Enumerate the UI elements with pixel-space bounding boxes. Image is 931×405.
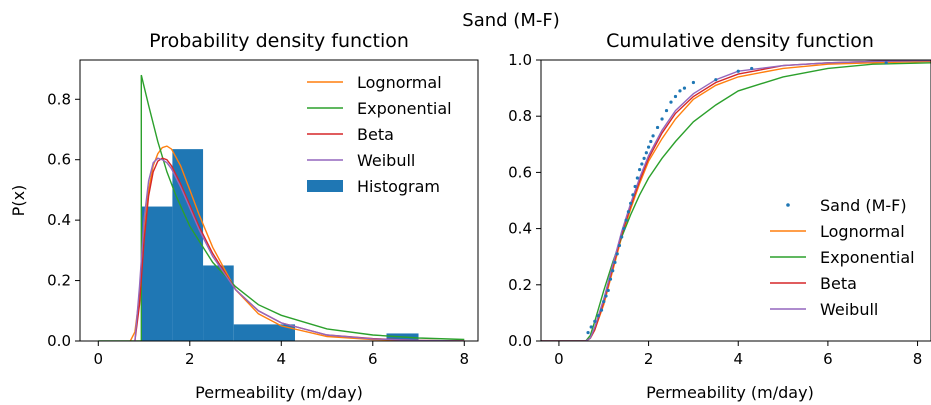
scatter-point — [633, 184, 637, 189]
scatter-point — [642, 156, 646, 160]
scatter-point — [615, 252, 619, 256]
scatter-point — [640, 162, 644, 166]
scatter-point — [750, 66, 754, 71]
scatter-point — [678, 89, 682, 93]
x-tick-label: 8 — [460, 350, 470, 368]
x-axis-label: Permeability (m/day) — [646, 383, 814, 402]
legend-label: Exponential — [820, 248, 915, 267]
figure-suptitle: Sand (M-F) — [462, 10, 559, 31]
scatter-point — [651, 134, 655, 138]
series-line-weibull — [541, 60, 931, 341]
legend-swatch — [786, 203, 790, 207]
scatter-point — [649, 139, 653, 144]
series-line-weibull — [134, 157, 465, 341]
scatter-point — [664, 108, 669, 113]
scatter-point — [691, 80, 696, 85]
y-tick-label: 0.8 — [47, 90, 71, 108]
legend-label: Histogram — [357, 177, 440, 196]
scatter-point — [596, 314, 600, 318]
y-axis-label: P(x) — [9, 185, 28, 217]
scatter-point — [884, 61, 888, 65]
legend-label: Weibull — [820, 300, 878, 319]
x-tick-label: 6 — [823, 350, 833, 368]
axes-frame — [79, 59, 479, 342]
x-tick-label: 4 — [277, 350, 287, 368]
scatter-point — [604, 294, 608, 298]
scatter-point — [714, 78, 718, 82]
plot-area — [98, 74, 465, 341]
scatter-point — [626, 210, 631, 214]
scatter-point — [586, 330, 590, 335]
scatter-point — [638, 167, 642, 172]
scatter-point — [669, 100, 673, 104]
cdf-panel: Cumulative density function 0 2 4 6 8 0.0 0.2 0.… — [508, 30, 931, 402]
scatter-point — [617, 243, 622, 248]
y-tick-label: 0.4 — [47, 211, 71, 229]
histogram-bar — [233, 324, 296, 341]
y-tick-label: 0.0 — [508, 332, 532, 350]
y-tick-label: 1.0 — [508, 51, 532, 69]
panel-title: Probability density function — [149, 30, 409, 52]
legend-label: Lognormal — [820, 222, 905, 241]
legend-label: Lognormal — [357, 73, 442, 92]
histogram-bar — [141, 206, 173, 341]
scatter-point — [660, 117, 664, 121]
scatter-point — [624, 218, 628, 222]
scatter-point — [599, 308, 604, 312]
scatter-point — [611, 269, 615, 273]
scatter-point — [613, 260, 617, 264]
legend-label: Sand (M-F) — [820, 196, 907, 215]
scatter-point — [635, 176, 639, 180]
x-tick-label: 2 — [644, 350, 654, 368]
scatter-point — [655, 125, 660, 130]
scatter-point — [644, 151, 648, 155]
x-tick-label: 0 — [554, 350, 564, 368]
y-tick-label: 0.4 — [508, 220, 532, 238]
scatter-point — [593, 319, 597, 323]
x-tick-label: 8 — [913, 350, 923, 368]
legend-label: Exponential — [357, 99, 452, 118]
x-tick-label: 4 — [733, 350, 743, 368]
legend: Lognormal Exponential Beta Weibull Histogram — [307, 73, 452, 196]
x-tick-label: 6 — [368, 350, 378, 368]
plot-area — [541, 60, 931, 341]
y-tick-label: 0.2 — [508, 276, 532, 294]
legend-label: Beta — [820, 274, 857, 293]
scatter-point — [620, 235, 624, 239]
scatter-point — [631, 193, 635, 197]
legend: Sand (M-F) Lognormal Exponential Beta Weibul… — [770, 196, 915, 319]
x-tick-label: 0 — [94, 350, 104, 368]
legend-label: Beta — [357, 125, 394, 144]
scatter-point — [606, 288, 610, 293]
legend-label: Weibull — [357, 151, 415, 170]
scatter-point — [682, 86, 687, 90]
scatter-point — [646, 145, 651, 149]
y-tick-label: 0.6 — [47, 151, 71, 169]
x-tick-label: 2 — [185, 350, 195, 368]
x-axis-label: Permeability (m/day) — [195, 383, 363, 402]
y-tick-label: 0.2 — [47, 272, 71, 290]
scatter-point — [736, 69, 740, 73]
y-tick-label: 0.0 — [47, 332, 71, 350]
scatter-point — [608, 277, 613, 281]
panel-title: Cumulative density function — [606, 30, 874, 52]
pdf-panel: Probability density function 0 2 4 6 8 0.0 0.2 0… — [9, 30, 479, 402]
legend-swatch — [307, 180, 343, 192]
scatter-point — [673, 94, 678, 99]
y-tick-label: 0.8 — [508, 107, 532, 125]
axes-frame — [540, 59, 931, 342]
scatter-point — [622, 227, 626, 231]
y-tick-label: 0.6 — [508, 163, 532, 181]
scatter-point — [629, 201, 633, 205]
series-line-exponential — [98, 74, 465, 341]
scatter-point — [589, 325, 593, 329]
scatter-point — [602, 300, 606, 304]
